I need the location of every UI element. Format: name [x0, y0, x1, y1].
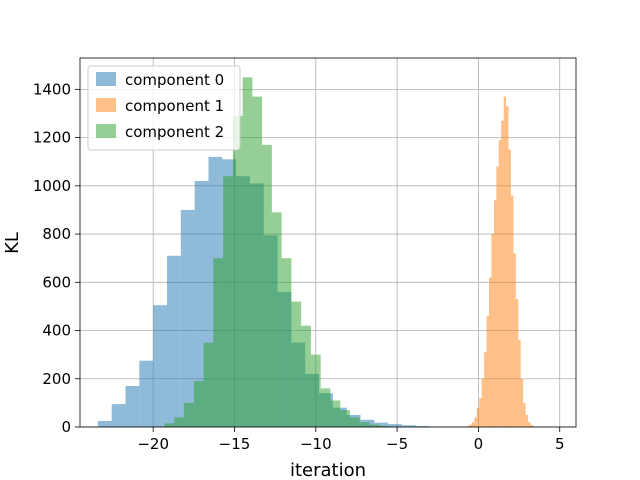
histogram-bars [97, 77, 536, 428]
y-tick-label: 600 [42, 273, 71, 291]
histogram-bar [508, 149, 511, 427]
histogram-bar [174, 417, 185, 427]
y-tick-label: 0 [61, 418, 71, 436]
histogram-bar [359, 422, 370, 427]
histogram-bar [506, 106, 509, 427]
y-tick-label: 800 [42, 225, 71, 243]
histogram-bar [515, 299, 519, 427]
legend-label: component 0 [125, 71, 224, 89]
legend-label: component 1 [125, 97, 224, 115]
histogram-bar [503, 96, 507, 428]
histogram-bar [401, 425, 416, 427]
series-1-bars [467, 96, 536, 428]
x-tick-label: −5 [386, 435, 408, 453]
histogram-bar [479, 398, 482, 427]
histogram-bar [501, 120, 504, 428]
histogram-bar [510, 195, 514, 427]
histogram-bar [310, 354, 321, 427]
histogram-bar [476, 407, 480, 427]
legend-label: component 2 [125, 123, 224, 141]
histogram-bar [167, 255, 181, 427]
histogram-bar [164, 423, 175, 427]
histogram-bar [301, 325, 311, 427]
histogram-bar [180, 209, 195, 427]
y-tick-label: 200 [42, 370, 71, 388]
y-tick-label: 1200 [33, 129, 71, 147]
histogram-bar [486, 316, 489, 427]
legend-swatch [96, 72, 116, 86]
histogram-bar [262, 144, 272, 427]
histogram-bar [530, 425, 533, 427]
legend-frame [87, 65, 241, 151]
histogram-bar [496, 166, 499, 427]
histogram-bar [330, 400, 341, 427]
histogram-bar [491, 234, 494, 427]
histogram-bar [481, 378, 485, 427]
series-2-bars [164, 77, 399, 428]
histogram-bar [374, 422, 389, 427]
histogram-bar [471, 422, 475, 427]
histogram-bar [369, 424, 380, 427]
histogram-bar [139, 360, 154, 427]
histogram-bar [203, 342, 214, 427]
histogram-bar [388, 424, 402, 427]
histogram-bar [252, 96, 263, 428]
x-tick-label: −15 [219, 435, 251, 453]
histogram-bar [469, 424, 472, 427]
histogram-bar [232, 115, 243, 427]
histogram-bar [184, 402, 194, 427]
y-tick-label: 400 [42, 322, 71, 340]
histogram-bar [281, 258, 292, 427]
histogram-bar [111, 404, 126, 427]
x-tick-label: 5 [555, 435, 565, 453]
histogram-bar [474, 417, 477, 427]
histogram-bar [349, 417, 360, 427]
legend: component 0 component 1 component 2 [87, 65, 241, 151]
histogram-bar [223, 176, 233, 427]
histogram-bar [125, 386, 140, 427]
histogram-bar [213, 258, 224, 427]
x-tick-label: 0 [474, 435, 484, 453]
histogram-bar [518, 340, 521, 427]
histogram-bar [340, 410, 350, 427]
y-tick-label: 1000 [33, 177, 71, 195]
histogram-bar [528, 422, 531, 427]
y-axis-ticks: 0 200 400 600 800 1000 1200 1400 [33, 80, 80, 436]
histogram-bar [467, 425, 470, 427]
histogram-bar [525, 414, 529, 427]
histogram-bar [193, 381, 204, 427]
x-tick-label: −10 [300, 435, 332, 453]
histogram-bar [415, 426, 430, 427]
histogram-bar [320, 388, 331, 427]
x-tick-label: −20 [137, 435, 169, 453]
histogram-bar [153, 305, 168, 427]
histogram-bar [488, 277, 492, 427]
histogram-bar [379, 425, 389, 427]
y-axis-label: KL [2, 232, 23, 254]
histogram-bar [513, 253, 516, 427]
histogram-bar [498, 140, 502, 427]
histogram-bar [523, 402, 526, 427]
y-tick-label: 1400 [33, 80, 71, 98]
histogram-bar [484, 352, 487, 427]
axes-frame [79, 57, 577, 428]
histogram-bar [291, 301, 302, 427]
histogram-bar [493, 200, 497, 427]
x-axis-ticks: −20 −15 −10 −5 0 5 [137, 427, 565, 453]
legend-swatch [96, 98, 116, 112]
histogram-bar [97, 420, 112, 427]
histogram-bar [242, 77, 253, 427]
histogram-bar [520, 378, 524, 427]
x-axis-label: iteration [290, 460, 366, 480]
histogram-bar [271, 212, 282, 427]
legend-swatch [96, 124, 116, 138]
